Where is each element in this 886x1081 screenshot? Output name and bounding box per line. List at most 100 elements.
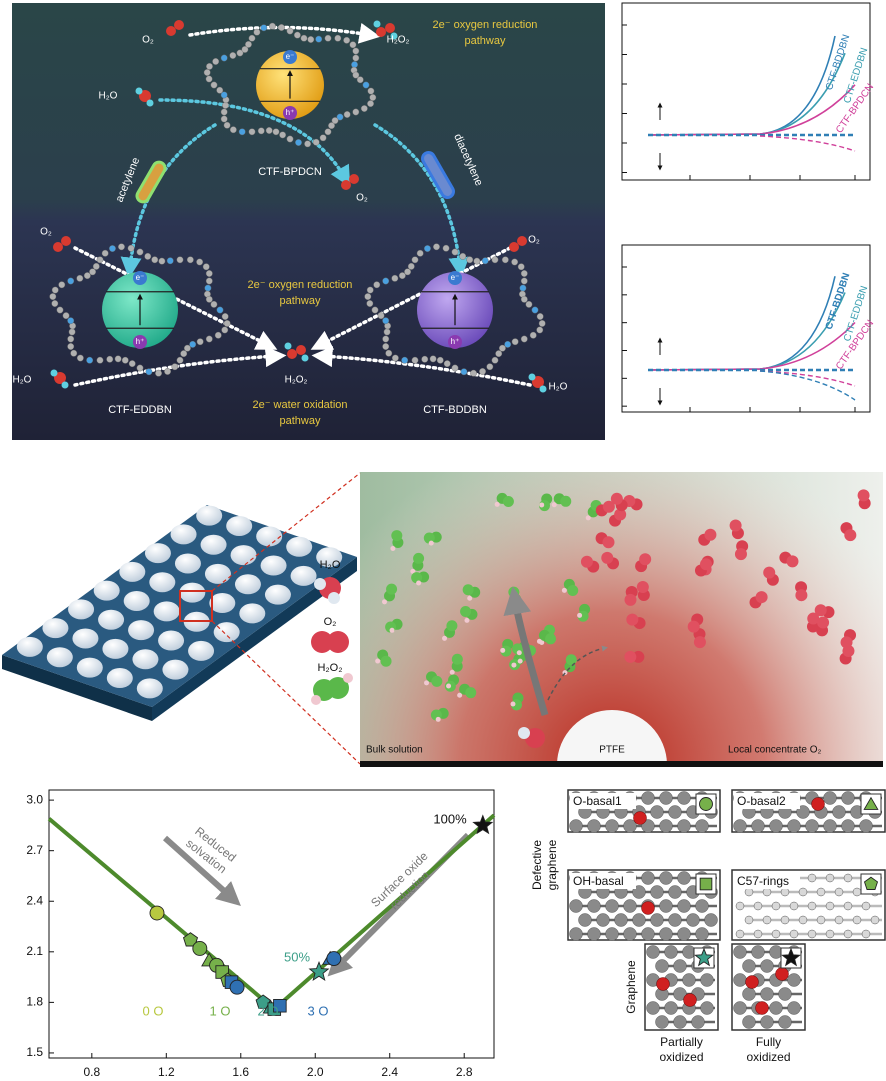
ptfe-particle bbox=[557, 710, 667, 765]
atom bbox=[517, 658, 523, 664]
atom bbox=[311, 695, 321, 705]
framework-atom bbox=[121, 356, 129, 364]
framework-atom bbox=[479, 368, 486, 375]
carbon bbox=[807, 873, 817, 883]
electron-label: e⁻ bbox=[136, 273, 145, 282]
framework-atom bbox=[343, 111, 351, 118]
carbon bbox=[798, 887, 808, 897]
atom bbox=[343, 673, 353, 683]
framework-atom bbox=[382, 317, 390, 325]
data-point bbox=[192, 940, 208, 956]
carbon bbox=[673, 959, 687, 973]
framework-atom bbox=[158, 257, 166, 265]
atom bbox=[763, 566, 776, 579]
carbon bbox=[861, 901, 871, 911]
pathway-name: pathway bbox=[280, 415, 321, 427]
framework-atom bbox=[307, 36, 315, 43]
framework-atom bbox=[286, 135, 294, 143]
carbon bbox=[623, 899, 637, 913]
framework-atom bbox=[334, 34, 342, 42]
carbon bbox=[742, 1015, 756, 1029]
carbon bbox=[825, 929, 835, 939]
model-marker bbox=[699, 797, 713, 811]
framework-atom bbox=[196, 338, 204, 346]
region-label: Bulk solution bbox=[366, 745, 423, 756]
atom bbox=[139, 90, 151, 102]
pathway-name: 2e⁻ water oxidation bbox=[252, 399, 347, 411]
atom bbox=[807, 612, 820, 625]
ptfe-bump bbox=[76, 657, 103, 678]
carbon bbox=[742, 987, 756, 1001]
framework-atom bbox=[176, 356, 184, 364]
framework-atom bbox=[382, 343, 390, 350]
framework-atom bbox=[155, 369, 162, 377]
framework-atom bbox=[349, 41, 357, 49]
x-tick-label: 2.0 bbox=[307, 1065, 324, 1079]
ptfe-bump bbox=[260, 555, 287, 576]
atom bbox=[314, 578, 326, 590]
dark-curve bbox=[759, 135, 856, 152]
framework-atom bbox=[398, 272, 406, 280]
slab-side bbox=[152, 557, 357, 721]
framework-atom bbox=[536, 326, 544, 334]
carbon bbox=[686, 913, 700, 927]
framework-atom bbox=[525, 300, 533, 308]
framework-atom bbox=[367, 100, 374, 107]
framework-atom bbox=[101, 249, 109, 257]
carbon bbox=[664, 945, 678, 959]
carbon bbox=[659, 871, 673, 885]
framework-atom bbox=[212, 58, 220, 65]
carbon bbox=[751, 819, 765, 833]
carbon bbox=[682, 973, 696, 987]
atom bbox=[53, 242, 63, 252]
framework-atom bbox=[245, 40, 252, 48]
label-bg bbox=[570, 873, 636, 889]
y-tick-label: 2.1 bbox=[26, 944, 43, 958]
framework-atom bbox=[180, 350, 188, 358]
oxygen bbox=[811, 797, 825, 811]
framework-atom bbox=[295, 139, 302, 146]
framework-atom bbox=[352, 54, 360, 62]
framework-atom bbox=[76, 274, 84, 282]
framework-atom bbox=[257, 127, 265, 135]
molecule-label: O₂ bbox=[356, 193, 368, 204]
framework-atom bbox=[351, 61, 358, 68]
molecule-label: H₂O bbox=[99, 91, 118, 102]
label-bg bbox=[734, 793, 800, 809]
framework-atom bbox=[202, 263, 210, 271]
carbon bbox=[695, 899, 709, 913]
ptfe-bump bbox=[200, 534, 227, 555]
carbon bbox=[587, 927, 601, 941]
framework-atom bbox=[536, 313, 544, 320]
atom bbox=[54, 372, 66, 384]
framework-atom bbox=[204, 284, 212, 292]
atom bbox=[551, 502, 557, 508]
framework-atom bbox=[220, 54, 228, 62]
framework-atom bbox=[109, 245, 116, 252]
carbon bbox=[587, 899, 601, 913]
hole-label: h⁺ bbox=[136, 337, 145, 346]
framework-atom bbox=[538, 320, 546, 327]
framework-atom bbox=[391, 354, 399, 362]
plot-frame bbox=[48, 789, 495, 1059]
atom bbox=[465, 687, 477, 699]
ptfe-bump bbox=[102, 638, 129, 659]
carbon bbox=[596, 913, 610, 927]
trend-line bbox=[47, 813, 496, 1012]
framework-atom bbox=[248, 128, 256, 136]
carbon bbox=[787, 819, 801, 833]
molecule-label: H₂O bbox=[13, 375, 32, 386]
zoom-line bbox=[211, 472, 361, 592]
atom bbox=[382, 599, 388, 605]
ptfe-bump bbox=[162, 659, 189, 680]
x-tick-label: 1.6 bbox=[232, 1065, 249, 1079]
framework-atom bbox=[96, 256, 104, 264]
atom bbox=[516, 650, 522, 656]
pathway-arrow bbox=[373, 123, 470, 279]
framework-atom bbox=[520, 277, 528, 285]
carbon bbox=[789, 929, 799, 939]
atom bbox=[135, 87, 143, 95]
ptfe-bump bbox=[188, 640, 215, 661]
framework-atom bbox=[260, 24, 268, 32]
